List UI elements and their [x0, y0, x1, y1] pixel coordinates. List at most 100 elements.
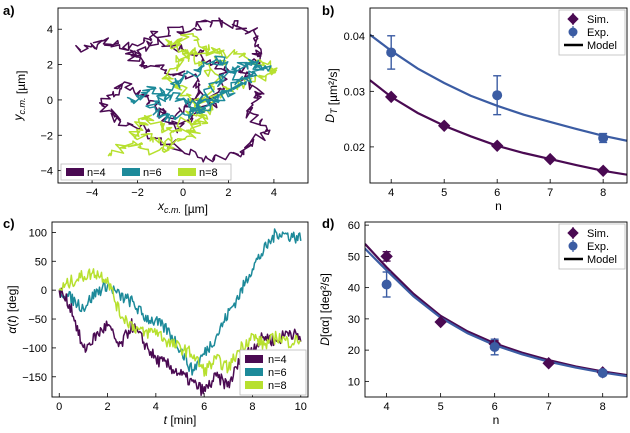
x-tick-label: 4 — [388, 187, 394, 199]
y-tick-label: 20 — [348, 345, 360, 357]
legend-label: Exp. — [587, 241, 609, 253]
y-tick-label: 2 — [47, 60, 53, 72]
legend-label: Sim. — [587, 228, 609, 240]
x-tick-label: 8 — [249, 401, 255, 413]
data-point-sim — [434, 315, 447, 329]
trajectory-n6 — [126, 55, 272, 123]
y-tick-label: 0.04 — [344, 31, 365, 43]
legend-swatch-n8 — [245, 381, 263, 389]
x-tick-label: 4 — [153, 401, 159, 413]
legend-swatch-n6 — [122, 168, 140, 176]
y-tick-label: 0.03 — [344, 86, 365, 98]
data-point-sim — [437, 119, 451, 132]
data-point-sim — [384, 90, 398, 104]
y-tick-label: 50 — [35, 256, 47, 268]
x-axis-label: n — [495, 199, 502, 213]
x-tick-label: −2 — [131, 187, 144, 199]
y-axis-label: DT [µm²/s] — [323, 68, 340, 122]
legend-label: n=4 — [87, 167, 106, 179]
data-point-sim — [490, 139, 504, 152]
y-axis-label: D[αα] [deg²/s] — [318, 273, 332, 346]
legend-label: Model — [587, 40, 617, 52]
x-axis-label: n — [493, 413, 500, 427]
y-tick-label: −100 — [22, 343, 47, 355]
plot-frame — [51, 221, 309, 398]
y-tick-label: −4 — [40, 166, 53, 178]
x-tick-label: 4 — [271, 187, 277, 199]
data-point-sim — [543, 152, 557, 166]
x-tick-label: 7 — [547, 187, 553, 199]
legend-label: Sim. — [587, 14, 609, 26]
legend-label: n=4 — [268, 354, 287, 366]
legend-label: Exp. — [587, 27, 609, 39]
panel-label-c: c) — [3, 216, 15, 231]
legend-label: n=6 — [268, 367, 287, 379]
data-point-exp — [381, 279, 392, 290]
x-tick-label: 2 — [104, 401, 110, 413]
y-tick-label: 100 — [29, 227, 47, 239]
panel-label-a: a) — [3, 3, 15, 18]
x-tick-label: 10 — [295, 401, 307, 413]
x-axis-label: xc.m. [µm] — [157, 199, 208, 216]
x-axis-label: t [min] — [164, 413, 197, 427]
legend-label: Model — [587, 254, 617, 266]
legend-swatch-n6 — [245, 368, 263, 376]
y-axis-label: α(t) [deg] — [5, 285, 19, 333]
data-point-exp — [492, 90, 503, 101]
data-point-sim — [596, 164, 610, 177]
y-tick-label: −50 — [28, 314, 47, 326]
data-point-exp — [597, 367, 608, 378]
chart-panel-c: 0 2 4 6 8 10 −150 −100 −50 0 50 100 t [min] α(t) [deg… — [5, 221, 309, 427]
y-tick-label: 0.02 — [344, 142, 365, 154]
y-tick-label: −2 — [40, 130, 53, 142]
y-tick-label: 4 — [47, 24, 53, 36]
data-point-exp — [386, 47, 397, 58]
x-tick-label: 6 — [494, 187, 500, 199]
data-point-sim — [542, 357, 555, 370]
legend-label: n=8 — [199, 167, 218, 179]
y-tick-label: 40 — [348, 283, 360, 295]
data-point-exp — [489, 342, 500, 352]
legend-label: n=6 — [143, 167, 162, 179]
x-tick-label: 2 — [225, 187, 231, 199]
x-tick-label: 7 — [546, 401, 552, 413]
y-tick-label: 10 — [348, 376, 360, 388]
legend-swatch-n4 — [66, 168, 84, 176]
x-tick-label: 8 — [600, 187, 606, 199]
chart-panel-d: 4 5 6 7 8 10 20 30 40 50 60 n D[αα] [deg²/s] Sim.Exp.… — [318, 220, 628, 427]
data-point-exp — [598, 133, 609, 143]
x-tick-label: 4 — [384, 401, 390, 413]
y-axis-label: yc.m. [µm] — [11, 71, 28, 122]
y-tick-label: 0 — [47, 95, 53, 107]
y-tick-label: 50 — [348, 251, 360, 263]
legend-swatch-n8 — [178, 168, 196, 176]
x-tick-label: 8 — [600, 401, 606, 413]
x-tick-label: 6 — [492, 401, 498, 413]
angle-trace-n6 — [58, 228, 302, 376]
plot-frame — [369, 7, 628, 184]
chart-panel-a: −4 −2 0 2 4 −4 −2 0 2 4 xc.m. [µm] yc.m. [µm] n=4 n=6… — [11, 7, 309, 216]
x-tick-label: −4 — [86, 187, 99, 199]
angle-trace-n8 — [58, 268, 301, 377]
y-tick-label: −150 — [22, 372, 47, 384]
plot-frame — [364, 221, 628, 398]
x-tick-label: 5 — [441, 187, 447, 199]
panel-label-d: d) — [322, 216, 334, 231]
y-tick-label: 60 — [348, 220, 360, 232]
legend-marker-sim — [567, 227, 579, 239]
legend-marker-sim — [567, 13, 579, 25]
chart-panel-b: 4 5 6 7 8 0.02 0.03 0.04 n DT [µm²/s] Sim.Exp.Mode… — [323, 7, 628, 213]
x-tick-label: 6 — [201, 401, 207, 413]
panel-label-b: b) — [322, 3, 334, 18]
legend-label: n=8 — [268, 380, 287, 392]
data-point-sim — [380, 250, 393, 263]
y-tick-label: 30 — [348, 314, 360, 326]
x-tick-label: 5 — [438, 401, 444, 413]
x-tick-label: 0 — [180, 187, 186, 199]
y-tick-label: 0 — [41, 285, 47, 297]
legend-marker-exp — [568, 27, 578, 37]
legend-swatch-n4 — [245, 355, 263, 363]
x-tick-label: 0 — [56, 401, 62, 413]
legend-marker-exp — [568, 241, 578, 251]
